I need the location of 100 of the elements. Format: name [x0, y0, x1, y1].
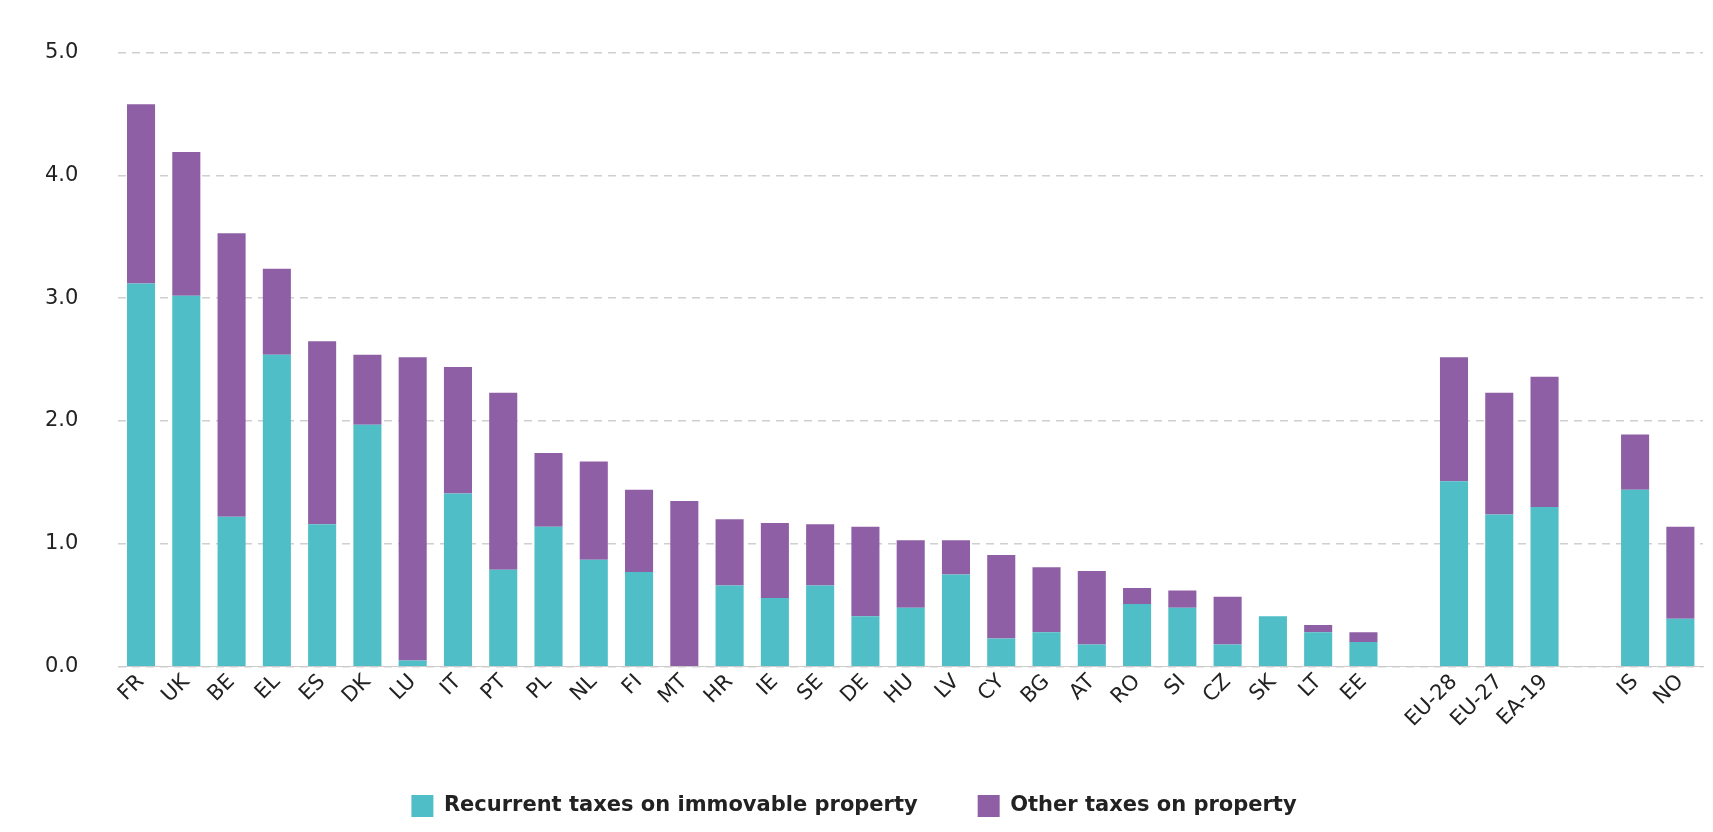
bar	[1666, 618, 1695, 666]
x-tick-label: PT	[475, 668, 511, 705]
bar	[262, 268, 291, 355]
x-tick-label: CZ	[1197, 669, 1236, 707]
bar	[1258, 616, 1287, 666]
x-tick-label: HU	[879, 669, 919, 709]
bar	[1213, 596, 1242, 645]
bar	[1123, 588, 1152, 605]
x-tick-label: FR	[112, 669, 149, 705]
bar	[806, 524, 835, 586]
x-tick-label: CY	[972, 668, 1009, 706]
x-tick-label: RO	[1105, 669, 1145, 708]
bar	[308, 524, 337, 666]
x-tick-label: EL	[249, 668, 285, 704]
x-tick-label: MT	[652, 668, 692, 708]
bar	[579, 461, 608, 560]
x-tick-label: SE	[791, 669, 828, 705]
x-tick-label: UK	[156, 668, 195, 707]
bar	[1485, 392, 1514, 515]
legend-label: Recurrent taxes on immovable property	[443, 792, 918, 817]
bar	[534, 526, 563, 666]
x-tick-label: EE	[1335, 669, 1371, 705]
x-tick-label: DE	[835, 669, 873, 707]
x-tick-label: IE	[751, 669, 783, 700]
y-tick-label: 2.0	[44, 407, 79, 432]
x-tick-label: BE	[202, 669, 239, 706]
bar	[625, 572, 654, 666]
bar	[760, 597, 789, 666]
bar	[760, 522, 789, 598]
x-tick-label: NL	[564, 668, 602, 706]
bar	[1304, 632, 1333, 666]
bar	[1349, 642, 1378, 666]
bar	[625, 489, 654, 573]
y-tick-label: 1.0	[44, 530, 79, 555]
x-tick-label: DK	[336, 668, 376, 708]
bar	[353, 354, 382, 425]
bar	[353, 424, 382, 666]
bar	[172, 295, 201, 666]
bar	[308, 341, 337, 525]
bar	[987, 638, 1016, 666]
bar	[1032, 632, 1061, 666]
bar	[1168, 607, 1197, 666]
bar	[1213, 644, 1242, 666]
bar	[127, 283, 156, 666]
bar	[217, 233, 246, 517]
bar	[443, 493, 472, 666]
bar	[1349, 632, 1378, 643]
bar	[896, 540, 925, 608]
y-tick-label: 3.0	[44, 284, 79, 309]
bar	[489, 569, 518, 666]
bar	[262, 354, 291, 666]
bar	[1439, 481, 1469, 666]
x-tick-label: SI	[1158, 669, 1190, 700]
bar	[398, 660, 427, 666]
bar	[1485, 514, 1514, 666]
x-tick-label: LU	[384, 669, 421, 705]
bar	[715, 519, 744, 586]
bar	[941, 574, 971, 666]
x-tick-label: NO	[1647, 669, 1688, 709]
bar	[1530, 507, 1559, 666]
x-tick-label: AT	[1064, 668, 1100, 705]
bar	[1666, 526, 1695, 619]
bar	[127, 104, 156, 284]
x-tick-label: FI	[616, 669, 647, 699]
bar	[534, 452, 563, 527]
bar	[172, 152, 201, 296]
bar	[1032, 567, 1061, 633]
x-tick-label: IT	[434, 668, 466, 700]
bar	[579, 559, 608, 666]
x-tick-label: ES	[293, 669, 330, 705]
y-tick-label: 4.0	[44, 161, 79, 186]
bar	[1530, 376, 1559, 508]
x-tick-label: SK	[1244, 668, 1282, 706]
bar	[1304, 624, 1333, 633]
y-tick-label: 0.0	[44, 653, 79, 678]
bar	[217, 516, 246, 666]
bar	[1077, 644, 1106, 666]
bar	[987, 554, 1016, 639]
x-tick-label: HR	[698, 669, 737, 708]
bar	[806, 585, 835, 666]
x-tick-label: PL	[521, 668, 557, 704]
bar	[851, 616, 880, 666]
bar	[398, 357, 427, 661]
bar	[443, 367, 472, 494]
bar	[1621, 434, 1650, 490]
bar	[1077, 570, 1106, 645]
bar	[851, 526, 880, 617]
bar	[1621, 489, 1650, 666]
bar	[1439, 357, 1469, 482]
x-tick-label: LV	[929, 668, 964, 703]
bar	[715, 585, 744, 666]
legend-label: Other taxes on property	[1010, 792, 1297, 817]
bar	[489, 392, 518, 570]
bar	[941, 540, 971, 575]
bar	[1123, 604, 1152, 666]
bar	[1168, 590, 1197, 608]
y-tick-label: 5.0	[44, 39, 79, 64]
bar	[670, 500, 699, 666]
bar	[896, 607, 925, 666]
x-tick-label: BG	[1015, 669, 1054, 708]
